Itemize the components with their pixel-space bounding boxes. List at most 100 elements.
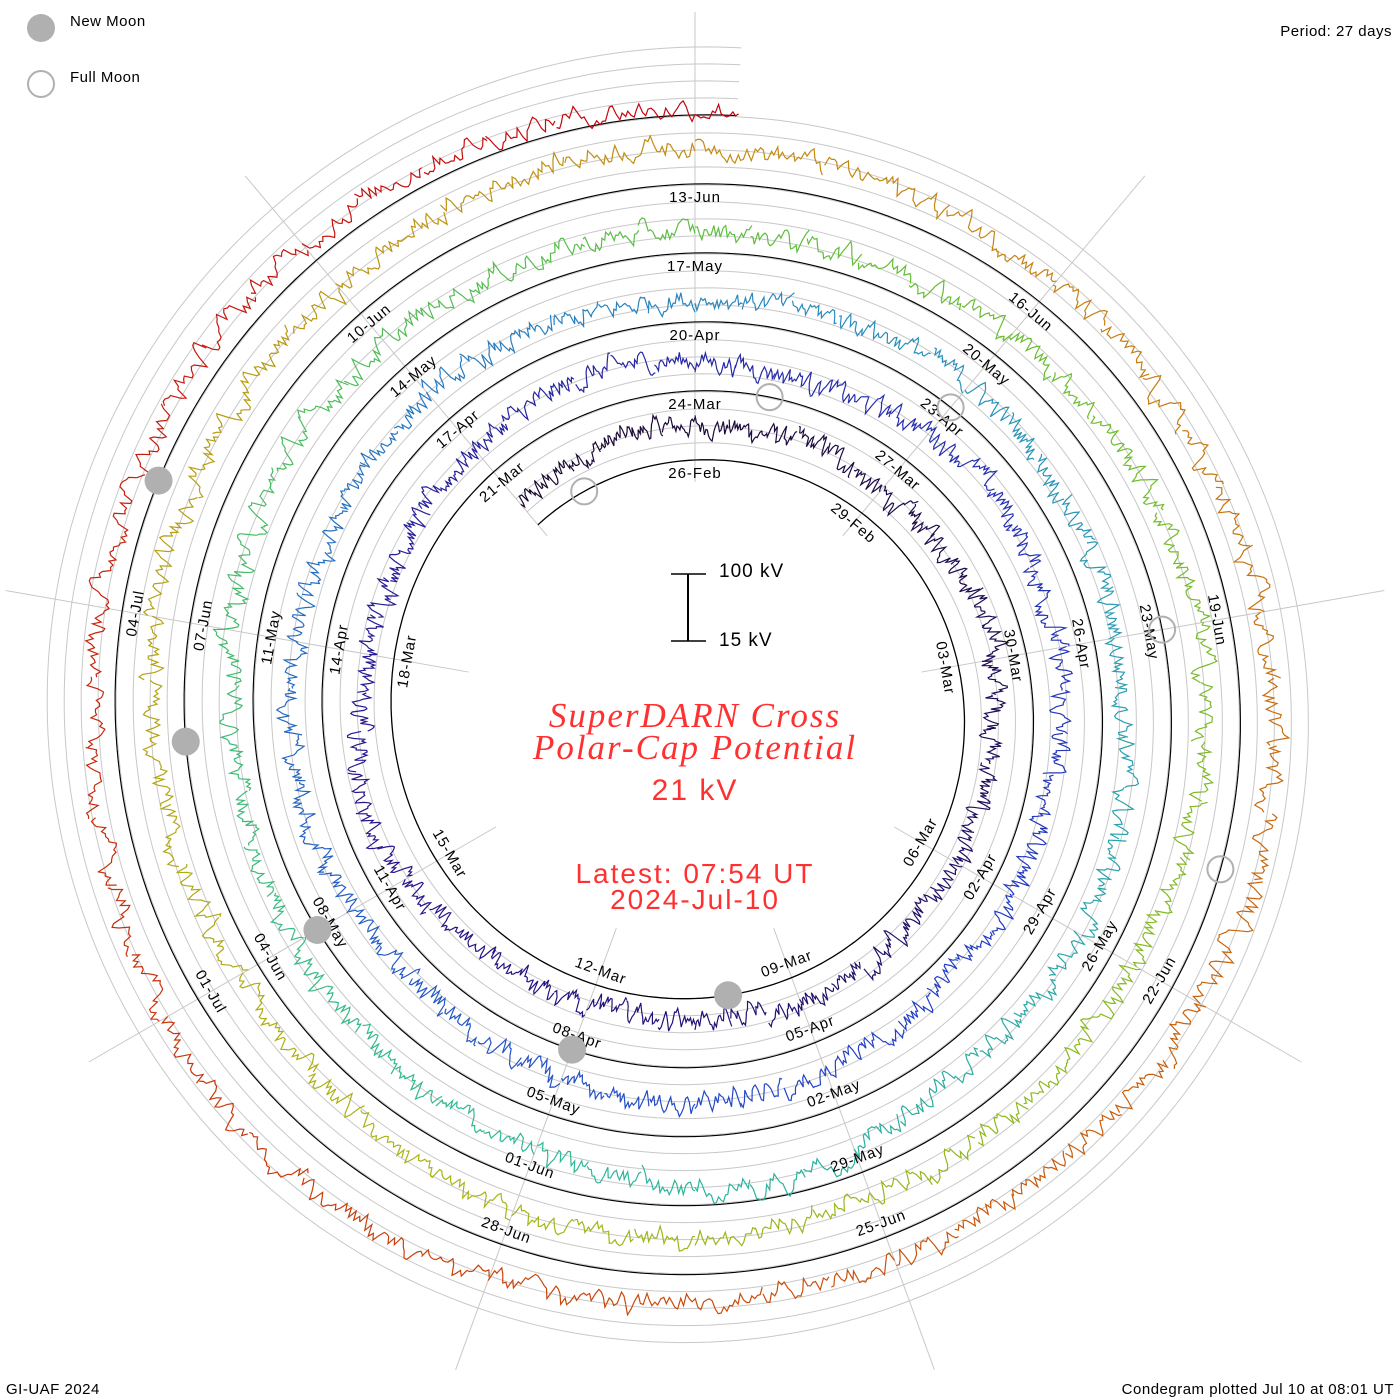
data-series-segment bbox=[318, 872, 358, 914]
data-series-segment bbox=[982, 694, 1007, 730]
data-series-segment bbox=[831, 961, 861, 991]
data-series-segment bbox=[981, 660, 1008, 696]
data-series-segment bbox=[634, 1223, 696, 1252]
data-series-segment bbox=[504, 150, 565, 190]
data-series-segment bbox=[1022, 567, 1052, 610]
chart-title-line2: Polar-Cap Potential bbox=[532, 728, 858, 767]
data-series-segment bbox=[135, 403, 171, 477]
data-series-segment bbox=[1253, 611, 1281, 679]
data-series-segment bbox=[335, 244, 393, 289]
data-series-segment bbox=[223, 573, 250, 630]
data-series-segment bbox=[359, 1212, 424, 1261]
data-series-segment bbox=[1115, 736, 1140, 789]
date-label: 17-May bbox=[667, 258, 723, 275]
data-series-segment bbox=[575, 352, 610, 394]
data-series-segment bbox=[586, 993, 628, 1014]
data-series-segment bbox=[1175, 566, 1212, 623]
data-series-segment bbox=[1215, 486, 1250, 547]
data-series-segment bbox=[403, 1150, 461, 1186]
data-series-segment bbox=[630, 134, 696, 165]
data-series-segment bbox=[857, 257, 912, 284]
data-series-segment bbox=[420, 355, 466, 395]
data-series-segment bbox=[937, 1047, 980, 1089]
data-series-segment bbox=[88, 541, 127, 610]
data-series-segment bbox=[1090, 415, 1134, 465]
data-series-segment bbox=[301, 1177, 361, 1222]
date-label: 04-Jun bbox=[250, 931, 291, 984]
data-series-segment bbox=[773, 368, 812, 396]
radial-spoke bbox=[455, 927, 617, 1370]
data-series-segment bbox=[176, 864, 222, 918]
data-series-segment bbox=[362, 1023, 398, 1075]
data-series-segment bbox=[1096, 586, 1123, 640]
data-series-segment bbox=[1048, 645, 1074, 691]
new-moon-marker bbox=[303, 916, 332, 944]
data-series-segment bbox=[293, 936, 327, 992]
data-series-segment bbox=[728, 419, 763, 445]
data-series-segment bbox=[730, 1000, 767, 1027]
data-series-segment bbox=[533, 376, 575, 403]
data-series-segment bbox=[403, 506, 431, 550]
data-series-segment bbox=[798, 425, 829, 458]
data-series-segment bbox=[926, 957, 959, 999]
data-series-segment bbox=[960, 799, 991, 832]
data-series-segment bbox=[951, 829, 975, 865]
scale-top-label: 100 kV bbox=[719, 561, 785, 582]
grid-layer bbox=[5, 12, 1385, 1370]
data-series-segment bbox=[511, 1203, 575, 1236]
data-series-segment bbox=[85, 676, 106, 748]
full-moon-legend-icon bbox=[27, 70, 55, 98]
data-series-segment bbox=[768, 1002, 803, 1029]
data-series-segment bbox=[900, 1078, 939, 1127]
data-series-segment bbox=[226, 738, 252, 791]
data-series-segment bbox=[448, 448, 480, 483]
data-series-segment bbox=[292, 287, 348, 334]
new-moon-legend-label: New Moon bbox=[70, 13, 146, 30]
data-series-segment bbox=[1065, 1110, 1122, 1159]
data-series-segment bbox=[741, 290, 795, 312]
data-series-segment bbox=[553, 301, 599, 329]
plotted-label: Condegram plotted Jul 10 at 08:01 UT bbox=[1121, 1381, 1394, 1398]
grid-spiral bbox=[46, 46, 1309, 1344]
data-series-segment bbox=[890, 402, 933, 432]
data-series-segment bbox=[307, 1072, 365, 1119]
data-series-segment bbox=[1100, 964, 1141, 1020]
data-series-segment bbox=[388, 211, 449, 252]
data-series-segment bbox=[981, 624, 1010, 662]
data-series-segment bbox=[298, 551, 337, 597]
chart-title-line1: SuperDARN Cross bbox=[548, 696, 842, 735]
data-series-segment bbox=[586, 1166, 642, 1189]
new-moon-legend-icon bbox=[27, 14, 55, 42]
data-series-segment bbox=[1232, 544, 1271, 613]
data-series-segment bbox=[908, 503, 941, 537]
data-series-segment bbox=[626, 1000, 660, 1025]
data-series-segment bbox=[610, 351, 656, 376]
full-moon-marker bbox=[1206, 855, 1235, 884]
data-series-segment bbox=[956, 457, 999, 492]
data-series-segment bbox=[377, 845, 413, 877]
full-moon-marker bbox=[570, 477, 599, 506]
data-series-segment bbox=[427, 282, 484, 309]
data-series-segment bbox=[1036, 453, 1065, 504]
data-series-segment bbox=[298, 826, 334, 873]
data-series-segment bbox=[1109, 787, 1135, 840]
data-series-segment bbox=[90, 817, 118, 886]
new-moon-marker bbox=[714, 981, 743, 1010]
data-series-segment bbox=[138, 615, 165, 681]
data-series-segment bbox=[827, 442, 855, 479]
data-series-segment bbox=[395, 1065, 443, 1104]
date-label: 12-Mar bbox=[573, 954, 629, 988]
data-series-segment bbox=[142, 549, 173, 616]
data-series-segment bbox=[1192, 937, 1235, 1005]
data-series-segment bbox=[749, 1168, 806, 1201]
data-series-segment bbox=[477, 1036, 522, 1070]
data-series-segment bbox=[806, 235, 863, 267]
data-series-segment bbox=[1046, 930, 1087, 977]
data-series-segment bbox=[238, 972, 279, 1027]
data-series-segment bbox=[242, 324, 290, 377]
new-moon-marker bbox=[144, 466, 173, 495]
data-series-segment bbox=[1061, 493, 1096, 540]
data-series-segment bbox=[286, 592, 317, 643]
data-series-segment bbox=[561, 1069, 605, 1101]
data-series-segment bbox=[1079, 887, 1107, 938]
